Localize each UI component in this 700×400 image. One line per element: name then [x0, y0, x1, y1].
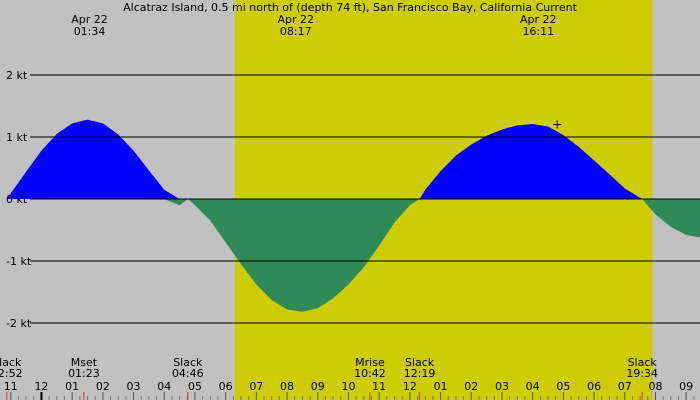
extreme-date-label: Apr 22	[277, 13, 314, 26]
y-axis-labels: 2 kt 1 kt 0 kt -1 kt -2 kt	[6, 69, 32, 330]
hour-tick-label: 07	[618, 380, 632, 393]
event-name-label: Slack	[173, 356, 203, 369]
chart-title: Alcatraz Island, 0.5 mi north of (depth …	[123, 1, 577, 14]
hour-tick-label: 01	[434, 380, 448, 393]
grid-lines	[30, 74, 700, 324]
hour-tick-label: 03	[127, 380, 141, 393]
hour-tick-label: 09	[679, 380, 693, 393]
hour-tick-label: 07	[249, 380, 263, 393]
current-time-marker	[553, 120, 562, 129]
event-time-label: 22:52	[0, 367, 23, 380]
event-name-label: Slack	[0, 356, 22, 369]
event-name-label: Mrise	[355, 356, 385, 369]
hour-tick-label: 03	[495, 380, 509, 393]
event-time-label: 12:19	[404, 367, 436, 380]
event-time-label: 04:46	[172, 367, 204, 380]
hour-tick-label: 06	[587, 380, 601, 393]
hour-tick-label: 10	[341, 380, 355, 393]
hour-tick-label: 02	[464, 380, 478, 393]
hour-tick-label: 12	[34, 380, 48, 393]
ebb-area-layer	[6, 199, 700, 312]
event-time-label: 10:42	[354, 367, 386, 380]
extreme-time-label: 01:34	[74, 25, 106, 38]
event-labels: Slack22:52Mset01:23Slack04:46Mrise10:42S…	[0, 356, 658, 380]
extreme-time-label: 08:17	[280, 25, 312, 38]
extreme-date-label: Apr 22	[71, 13, 108, 26]
hour-tick-label: 11	[372, 380, 386, 393]
hour-tick-label: 05	[556, 380, 570, 393]
y-tick-label: 1 kt	[6, 131, 28, 144]
hour-tick-label: 12	[403, 380, 417, 393]
hour-tick-label: 01	[65, 380, 79, 393]
y-tick-label: -2 kt	[6, 317, 32, 330]
y-tick-label: -1 kt	[6, 255, 32, 268]
flood-area-layer	[6, 119, 700, 199]
event-name-label: Mset	[71, 356, 98, 369]
hour-tick-label: 05	[188, 380, 202, 393]
hour-tick-label: 08	[280, 380, 294, 393]
flood-area	[6, 119, 700, 199]
event-name-label: Slack	[405, 356, 435, 369]
hour-tick-label: 08	[648, 380, 662, 393]
ebb-area	[6, 199, 700, 312]
hour-tick-label: 09	[311, 380, 325, 393]
event-name-label: Slack	[628, 356, 658, 369]
hour-tick-label: 04	[526, 380, 540, 393]
extreme-date-label: Apr 22	[520, 13, 557, 26]
hour-axis: 11 12 01 02 03 04 05 06 07 08 09 10 11 12 01 02 03 04 05 06…	[4, 380, 695, 400]
hour-tick-label: 02	[96, 380, 110, 393]
y-tick-label: 2 kt	[6, 69, 28, 82]
hour-tick-label: 06	[219, 380, 233, 393]
y-tick-label: 0 kt	[6, 193, 28, 206]
hour-tick-label: 04	[157, 380, 171, 393]
event-time-label: 19:34	[626, 367, 658, 380]
event-time-label: 01:23	[68, 367, 100, 380]
extreme-time-label: 16:11	[522, 25, 554, 38]
hour-tick-label: 11	[4, 380, 18, 393]
